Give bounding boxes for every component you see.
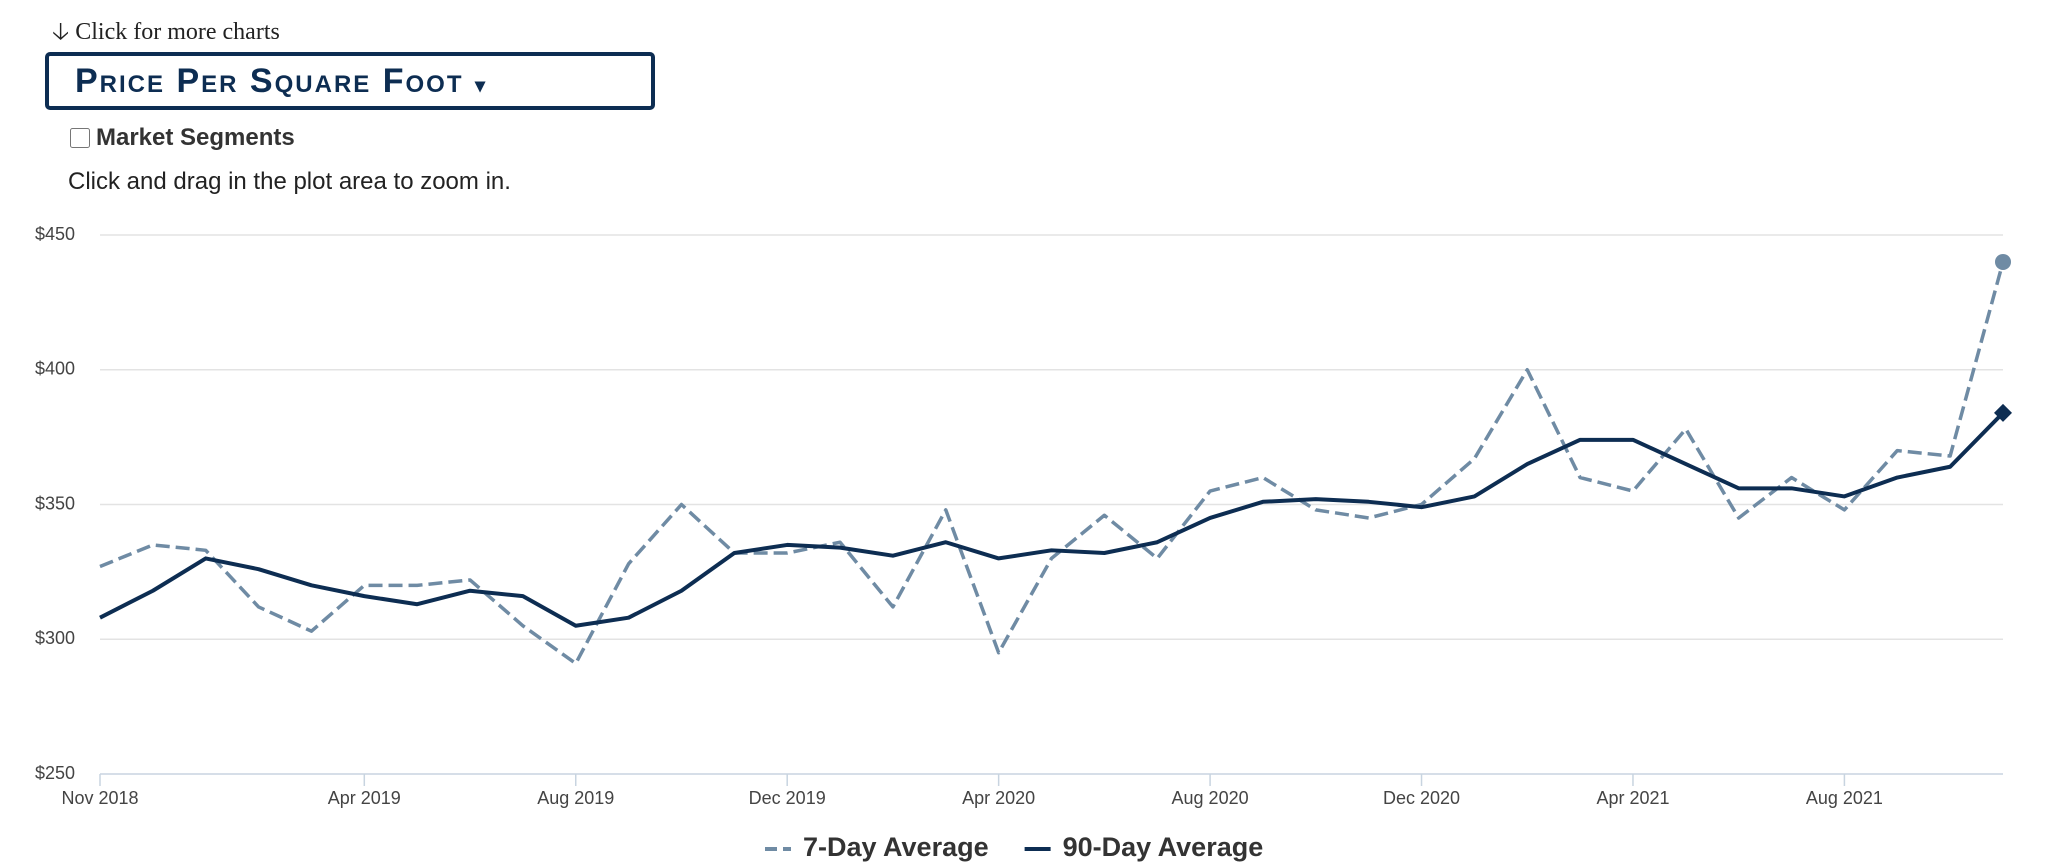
x-tick-label: Apr 2020: [962, 788, 1035, 808]
dropdown-caret: ▾: [474, 75, 487, 97]
series-line: [99, 411, 2005, 628]
y-tick-label: $300: [35, 628, 75, 648]
x-tick-label: Nov 2018: [61, 788, 138, 808]
legend-label: 90-Day Average: [1063, 832, 1264, 862]
x-tick-label: Aug 2019: [537, 788, 614, 808]
y-tick-label: $400: [35, 359, 75, 379]
end-marker: [1994, 403, 2012, 422]
x-tick-label: Dec 2020: [1383, 788, 1460, 808]
end-marker: [1995, 253, 2011, 270]
y-tick-label: $250: [35, 763, 75, 783]
more-charts-text: Click for more charts: [75, 19, 280, 45]
legend-label: 7-Day Average: [803, 832, 989, 862]
x-tick-label: Aug 2021: [1806, 788, 1883, 808]
x-tick-label: Aug 2020: [1172, 788, 1249, 808]
chart-menu-label: Price Per Square Foot: [75, 62, 464, 100]
segments-toggle[interactable]: Market Segments: [70, 124, 295, 152]
series-line: [99, 261, 2005, 666]
x-tick-label: Dec 2019: [749, 788, 826, 808]
segments-checkbox[interactable]: [70, 128, 90, 148]
zoom-hint: Click and drag in the plot area to zoom …: [68, 168, 511, 195]
y-tick-label: $450: [35, 224, 75, 244]
x-tick-label: Apr 2021: [1596, 788, 1669, 808]
x-tick-label: Apr 2019: [328, 788, 401, 808]
y-tick-label: $350: [35, 493, 75, 513]
segments-label: Market Segments: [96, 124, 295, 151]
more-charts-hint: 🡣 Click for more charts: [52, 19, 280, 45]
chart-menu-button[interactable]: Price Per Square Foot ▾: [45, 52, 655, 110]
